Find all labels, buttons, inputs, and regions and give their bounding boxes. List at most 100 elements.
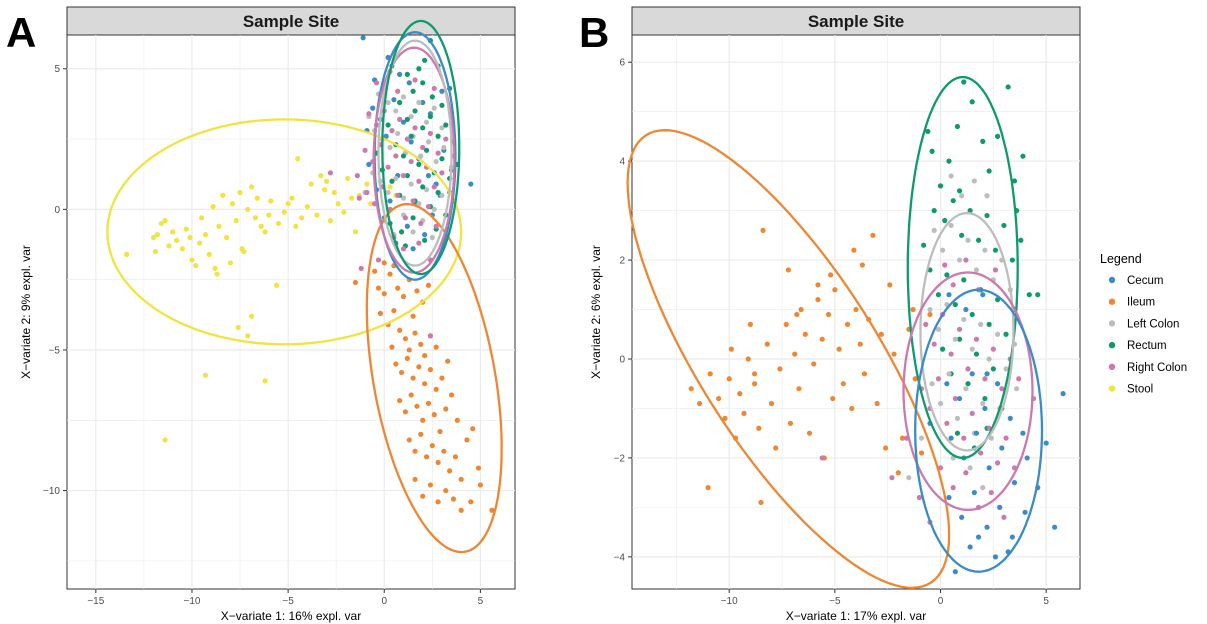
point-rectum: [973, 351, 980, 357]
point-right-colon: [375, 257, 382, 263]
point-stool: [162, 218, 168, 224]
ellipse-left-colon: [919, 211, 1015, 452]
point-left-colon: [948, 222, 954, 229]
point-ileum: [404, 355, 410, 361]
point-rectum: [1011, 178, 1018, 184]
legend: Legend Cecum Ileum Left Colon Rectum Right C…: [1100, 252, 1187, 396]
legend-key-cecum: [1108, 276, 1116, 284]
point-rectum: [950, 198, 956, 204]
point-cecum: [383, 133, 389, 139]
point-cecum: [410, 246, 416, 252]
point-ileum: [458, 476, 464, 482]
point-rectum: [439, 102, 445, 108]
x-tick-label: −5: [829, 596, 841, 607]
point-left-colon: [441, 144, 447, 151]
point-stool: [202, 372, 209, 378]
point-rectum: [944, 272, 950, 278]
point-rectum: [946, 158, 952, 164]
point-left-colon: [969, 346, 975, 352]
point-rectum: [931, 208, 937, 214]
point-ileum: [454, 417, 460, 423]
point-stool: [308, 181, 314, 187]
point-left-colon: [980, 485, 986, 491]
point-stool: [318, 173, 324, 179]
point-cecum: [959, 514, 965, 520]
y-tick-label: −2: [614, 453, 626, 464]
point-rectum: [956, 188, 963, 194]
point-ileum: [859, 262, 865, 268]
point-left-colon: [984, 193, 990, 199]
point-ileum: [418, 431, 424, 437]
point-ileum: [751, 381, 758, 387]
point-right-colon: [366, 111, 372, 117]
point-stool: [295, 156, 301, 162]
point-cecum: [1009, 534, 1015, 540]
y-tick-label: 0: [54, 205, 60, 216]
point-ileum: [910, 306, 916, 313]
point-rectum: [408, 133, 414, 139]
y-tick-label: −10: [43, 486, 60, 497]
point-ileum: [477, 482, 483, 488]
point-ileum: [437, 428, 443, 435]
ellipse-rectum: [381, 19, 461, 276]
point-left-colon: [946, 371, 952, 377]
point-rectum: [416, 66, 422, 72]
point-ileum: [756, 425, 762, 431]
point-stool: [275, 220, 282, 227]
x-tick-label: −10: [183, 596, 200, 607]
point-left-colon: [385, 189, 391, 196]
point-rectum: [416, 161, 422, 167]
point-ileum: [773, 445, 779, 451]
point-stool: [304, 203, 310, 210]
point-stool: [368, 201, 374, 207]
point-left-colon: [982, 247, 988, 253]
x-ticks-b: −10 −5 0 5: [721, 589, 1049, 607]
point-cecum: [982, 405, 988, 412]
point-stool: [285, 201, 291, 207]
point-stool: [248, 184, 255, 190]
point-ileum: [927, 311, 933, 318]
point-ileum: [697, 400, 703, 407]
point-right-colon: [889, 475, 895, 481]
point-rectum: [959, 232, 965, 238]
point-ileum: [882, 445, 889, 451]
ellipses-b: [626, 75, 1044, 589]
y-ticks-b: −4 −2 0 2 4 6: [614, 58, 632, 563]
point-cecum: [370, 105, 376, 111]
point-right-colon: [973, 336, 980, 342]
point-rectum: [980, 138, 986, 144]
point-ileum: [381, 260, 387, 266]
point-rectum: [1020, 153, 1026, 159]
point-left-colon: [931, 227, 937, 233]
point-right-colon: [948, 351, 954, 357]
point-stool: [262, 378, 268, 384]
point-rectum: [925, 128, 931, 135]
point-ileum: [433, 344, 439, 350]
point-stool: [189, 257, 195, 263]
point-cecum: [967, 544, 973, 550]
point-stool: [289, 195, 295, 201]
y-axis-title-a: X−variate 2: 9% expl. var: [19, 245, 33, 379]
point-right-colon: [327, 170, 334, 176]
point-left-colon: [439, 125, 445, 131]
point-rectum: [1018, 237, 1024, 243]
x-tick-label: −15: [87, 596, 104, 607]
point-ileum: [899, 435, 906, 441]
y-tick-label: 5: [54, 64, 60, 75]
point-left-colon: [986, 356, 992, 362]
point-right-colon: [416, 240, 422, 246]
point-cecum: [997, 504, 1003, 510]
point-left-colon: [1014, 386, 1020, 392]
point-ileum: [912, 376, 918, 382]
point-left-colon: [410, 229, 416, 235]
point-cecum: [408, 139, 414, 145]
point-cecum: [973, 430, 980, 436]
point-ileum: [425, 400, 432, 406]
point-right-colon: [358, 265, 364, 272]
point-cecum: [952, 569, 958, 575]
point-rectum: [994, 133, 1001, 139]
point-ileum: [792, 351, 798, 357]
point-right-colon: [397, 116, 403, 122]
point-stool: [179, 246, 185, 252]
